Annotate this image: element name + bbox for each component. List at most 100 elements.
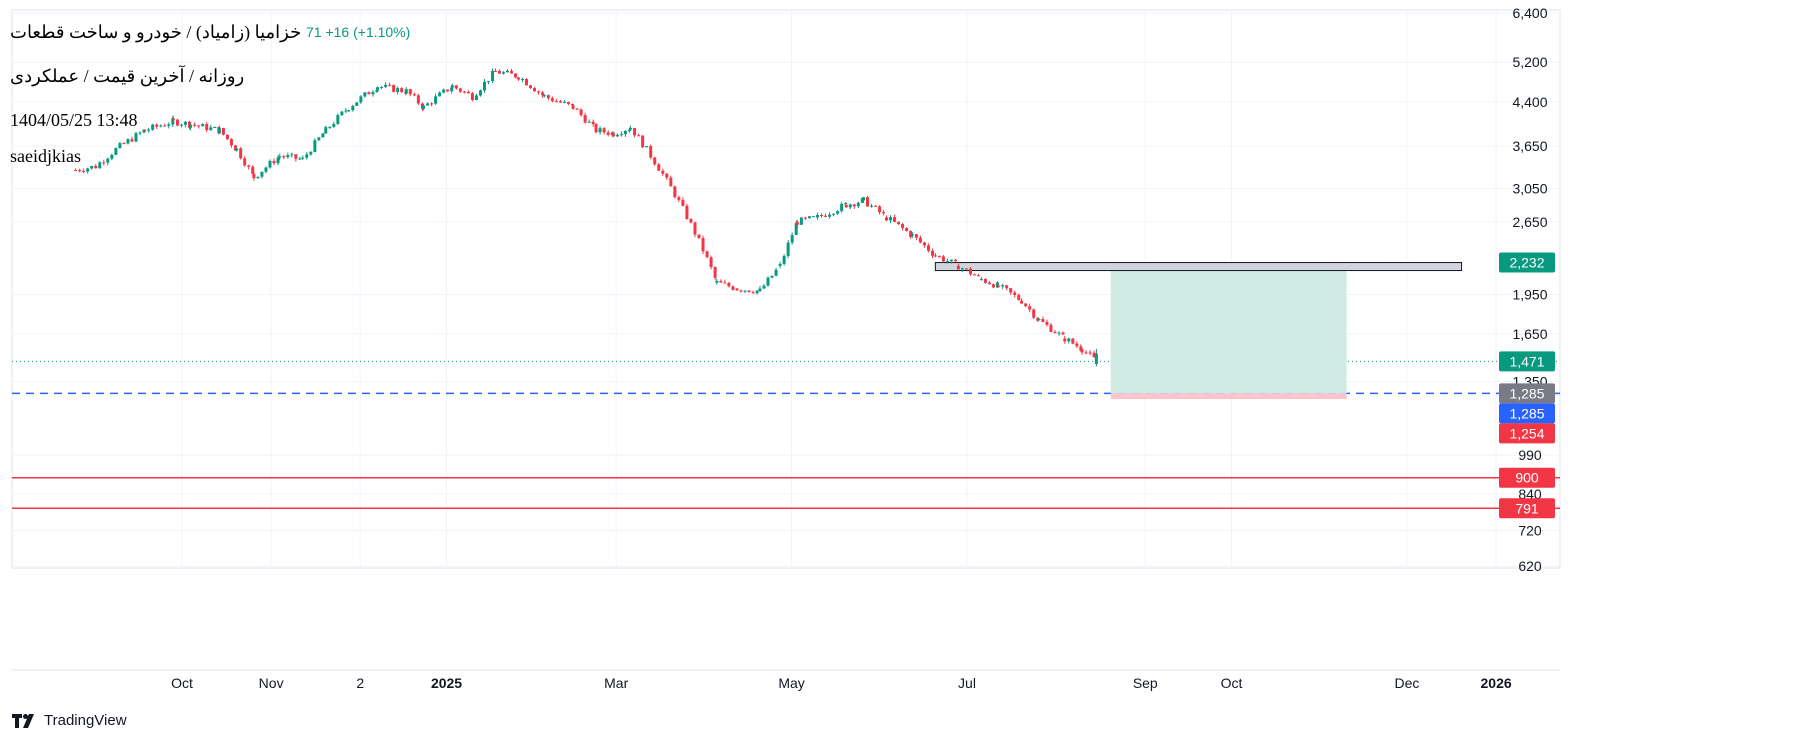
candle-body xyxy=(106,158,110,163)
candle-body xyxy=(501,72,505,74)
price-tag-label: 1,254 xyxy=(1509,425,1544,441)
candle-body xyxy=(979,278,983,280)
candle-body xyxy=(554,101,558,103)
x-tick-label: May xyxy=(778,675,804,691)
candle-body xyxy=(820,215,824,217)
candle-body xyxy=(1041,319,1045,322)
candle-body xyxy=(470,93,474,101)
candle-body xyxy=(408,89,412,95)
candle-body xyxy=(606,132,610,135)
candle-body xyxy=(811,216,815,218)
y-tick-label: 620 xyxy=(1518,558,1542,574)
candle-body xyxy=(422,105,426,109)
candle-body xyxy=(347,110,351,112)
candle-body xyxy=(566,101,570,104)
candle-body xyxy=(524,79,528,86)
candle-body xyxy=(611,132,615,137)
last-candle-body xyxy=(1094,353,1098,364)
candle-body xyxy=(114,148,118,155)
candle-body xyxy=(977,275,981,277)
candle-body xyxy=(221,128,225,135)
candle-body xyxy=(629,128,633,130)
candle-body xyxy=(983,278,987,283)
candle-body xyxy=(689,219,693,223)
candle-body xyxy=(412,94,416,96)
candle-body xyxy=(442,89,446,93)
candle-body xyxy=(669,177,673,187)
candle-body xyxy=(832,213,836,215)
candle-body xyxy=(142,129,146,133)
price-tag-label: 1,285 xyxy=(1509,405,1544,421)
candle-body xyxy=(937,256,941,258)
price-tag-label: 791 xyxy=(1515,500,1539,516)
candle-body xyxy=(1053,331,1057,334)
candle-body xyxy=(235,148,239,151)
candle-body xyxy=(110,154,114,159)
candle-body xyxy=(627,129,631,131)
candle-body xyxy=(309,152,313,155)
candle-body xyxy=(641,135,645,148)
price-tag-bg xyxy=(1499,252,1555,273)
candle-body xyxy=(615,134,619,137)
candle-body xyxy=(739,290,743,292)
tradingview-brand[interactable]: TradingView xyxy=(12,712,127,729)
candle-body xyxy=(705,251,709,258)
candle-body xyxy=(506,70,510,73)
candle-body xyxy=(388,84,392,86)
candle-body xyxy=(450,85,454,88)
candle-body xyxy=(571,105,575,109)
candle-body xyxy=(713,267,717,278)
brand-label: TradingView xyxy=(44,712,127,729)
candle-body xyxy=(701,238,705,252)
candle-body xyxy=(179,124,183,126)
candle-body xyxy=(587,121,591,123)
candle-body xyxy=(782,255,786,264)
price-tag-bg xyxy=(1499,383,1555,404)
candle-body xyxy=(1009,288,1013,293)
candle-body xyxy=(972,274,976,276)
candle-body xyxy=(268,160,272,168)
candle-body xyxy=(645,146,649,148)
candle-body xyxy=(575,108,579,110)
candle-body xyxy=(344,110,348,112)
candle-body xyxy=(305,154,309,158)
candle-body xyxy=(533,88,537,92)
candle-body xyxy=(852,204,856,207)
candle-body xyxy=(1075,343,1079,347)
candle-body xyxy=(1057,332,1061,334)
target-zone xyxy=(1110,262,1347,394)
candle-body xyxy=(217,128,221,134)
candle-body xyxy=(384,84,388,87)
y-tick-label: 2,650 xyxy=(1512,214,1547,230)
candle-body xyxy=(276,157,280,164)
candle-body xyxy=(1061,332,1065,335)
candle-body xyxy=(189,124,193,128)
candle-body xyxy=(964,268,968,270)
resistance-box xyxy=(934,262,1463,272)
candle-body xyxy=(633,128,637,136)
candle-body xyxy=(1079,346,1083,351)
candle-body xyxy=(466,91,470,94)
candle-body xyxy=(298,158,302,160)
candle-body xyxy=(747,290,751,293)
candle-body xyxy=(987,282,991,285)
candle-body xyxy=(454,85,458,89)
candle-body xyxy=(991,284,995,288)
price-tag-label: 2,232 xyxy=(1509,255,1544,271)
candle-body xyxy=(918,237,922,243)
candle-body xyxy=(861,197,865,201)
candle-body xyxy=(884,217,888,221)
candle-body xyxy=(313,140,317,153)
candle-body xyxy=(155,124,159,127)
candle-body xyxy=(252,173,256,179)
y-tick-label: 3,650 xyxy=(1512,138,1547,154)
candle-body xyxy=(550,98,554,102)
candle-body xyxy=(570,103,574,106)
candles xyxy=(74,68,1098,367)
candle-body xyxy=(762,285,766,289)
x-tick-label: Oct xyxy=(1221,675,1243,691)
candle-body xyxy=(1005,285,1009,289)
candle-body xyxy=(709,257,713,268)
candle-body xyxy=(376,87,380,90)
